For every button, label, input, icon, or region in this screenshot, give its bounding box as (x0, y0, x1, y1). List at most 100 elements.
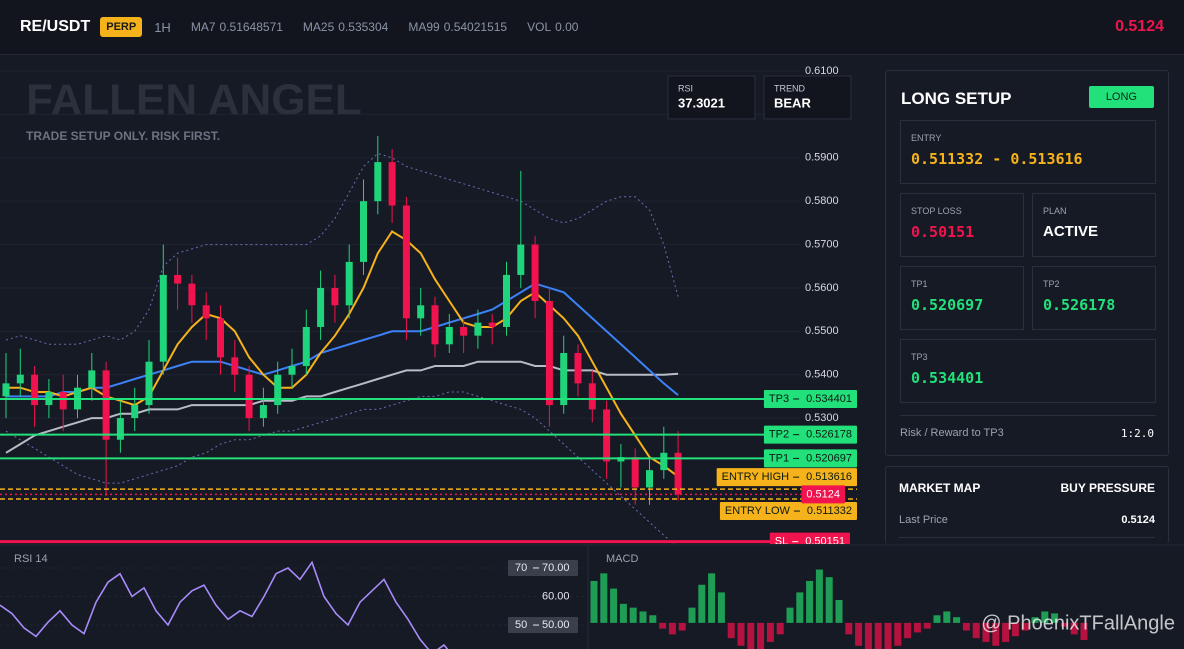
macd-bar (1070, 622, 1078, 635)
macd-bar (923, 622, 931, 629)
candle-body (188, 283, 196, 306)
macd-bar (1080, 622, 1088, 641)
macd-bar (972, 622, 980, 639)
y-tick-label: 0.5900 (805, 152, 839, 164)
card: TP2 0.526178 (1032, 266, 1156, 330)
macd-bar (1011, 622, 1019, 637)
level-tag-name: ENTRY HIGH (722, 471, 789, 483)
row-value: 0.5124 (1121, 514, 1155, 526)
macd-bar (992, 622, 1000, 646)
indicator-label: MA25 (302, 20, 335, 34)
candle-body (474, 322, 482, 336)
macd-bar (1031, 617, 1039, 623)
candle-body (159, 274, 167, 362)
interval[interactable]: 1H (154, 19, 171, 35)
y-tick-label: 0.5600 (805, 282, 839, 294)
stat-box (667, 75, 756, 120)
level-tag (763, 449, 857, 468)
candle-body (388, 162, 396, 206)
card-value: 0.511332 - 0.513616 (911, 150, 1083, 168)
macd-plot (590, 569, 1088, 649)
candle-body (145, 361, 153, 406)
candle-body (345, 261, 353, 306)
macd-bar (806, 580, 814, 623)
card-label: PLAN (1043, 206, 1067, 216)
macd-bar (943, 611, 951, 623)
macd-bar (717, 592, 725, 623)
risk-reward-value: 1:2.0 (1120, 427, 1154, 440)
candle-body (503, 274, 510, 327)
macd-bar (962, 622, 970, 631)
candle-body (588, 383, 596, 410)
card: PLAN ACTIVE (1032, 193, 1156, 257)
stat-value: 37.3021 (678, 95, 725, 110)
card-label: STOP LOSS (911, 206, 962, 216)
macd-bar (855, 622, 863, 646)
macd-bar (619, 603, 627, 623)
y-tick-label: 0.6100 (805, 65, 839, 77)
candle-body (374, 162, 382, 202)
indicator-line (5, 152, 679, 345)
rsi-level-tag: 50 (515, 619, 527, 631)
y-tick-label: 0.5800 (805, 195, 839, 207)
macd-bar (708, 573, 716, 623)
macd-bar (747, 622, 755, 649)
macd-bar (600, 573, 608, 623)
macd-bar (1021, 622, 1029, 631)
indicator-value: 0.51648571 (219, 20, 283, 34)
macd-bar (776, 622, 784, 635)
candle-body (102, 370, 110, 440)
stat-label: RSI (678, 83, 693, 93)
macd-bar (835, 600, 843, 623)
y-tick-label: 0.5300 (805, 412, 839, 424)
card: STOP LOSS 0.50151 (900, 193, 1024, 257)
card-value: 0.50151 (911, 223, 975, 241)
macd-bar (649, 615, 657, 623)
macd-bar (688, 607, 696, 623)
level-tag-name: SL (775, 536, 788, 548)
indicator-value: 0.535304 (338, 20, 389, 34)
candle-body (360, 201, 367, 262)
indicator-value: 0.54021515 (443, 20, 508, 34)
indicator: MA25 0.535304 (303, 20, 388, 34)
watermark-title: FALLEN ANGEL (26, 76, 362, 125)
candle-body (217, 318, 224, 358)
card: TP1 0.520697 (900, 266, 1024, 330)
level-tag-value: 0.534401 (806, 393, 852, 405)
level-tag-name: ENTRY LOW (725, 505, 791, 517)
macd-bar (727, 622, 735, 639)
indicator-label: MA99 (408, 20, 440, 34)
card-value: ACTIVE (1043, 223, 1099, 240)
candle-body (488, 322, 496, 327)
stat-box (763, 75, 852, 120)
candle-body (631, 457, 639, 488)
market-map-title: MARKET MAP (899, 481, 981, 495)
candle-body (402, 205, 410, 319)
macd-bar (796, 592, 804, 623)
y-tick-label: 0.5700 (805, 238, 839, 250)
macd-bar (845, 622, 853, 635)
card-label: ENTRY (911, 133, 942, 143)
candle-body (2, 383, 10, 397)
level-tag-name: TP3 (769, 393, 789, 405)
candle-body (116, 418, 124, 440)
candle-body (245, 374, 253, 419)
level-tag (716, 468, 857, 487)
candle-body (646, 470, 653, 488)
card-label: TP3 (911, 352, 928, 362)
macd-bar (864, 622, 872, 649)
candle-body (445, 326, 453, 345)
candle-body (59, 392, 67, 410)
macd-bar (737, 622, 745, 646)
macd-bar (1051, 613, 1059, 623)
y-tick-label: 0.5400 (805, 369, 839, 381)
macd-bar (639, 611, 647, 623)
level-tag-value: 0.50151 (805, 536, 845, 548)
macd-bar (982, 622, 990, 642)
badge: PERP (100, 17, 143, 37)
watermark: @ PhoenixTFallAngle (981, 612, 1175, 634)
candle-body (331, 287, 339, 306)
macd-bar (629, 607, 637, 623)
candle-body (16, 374, 24, 384)
macd-bar (904, 622, 912, 639)
